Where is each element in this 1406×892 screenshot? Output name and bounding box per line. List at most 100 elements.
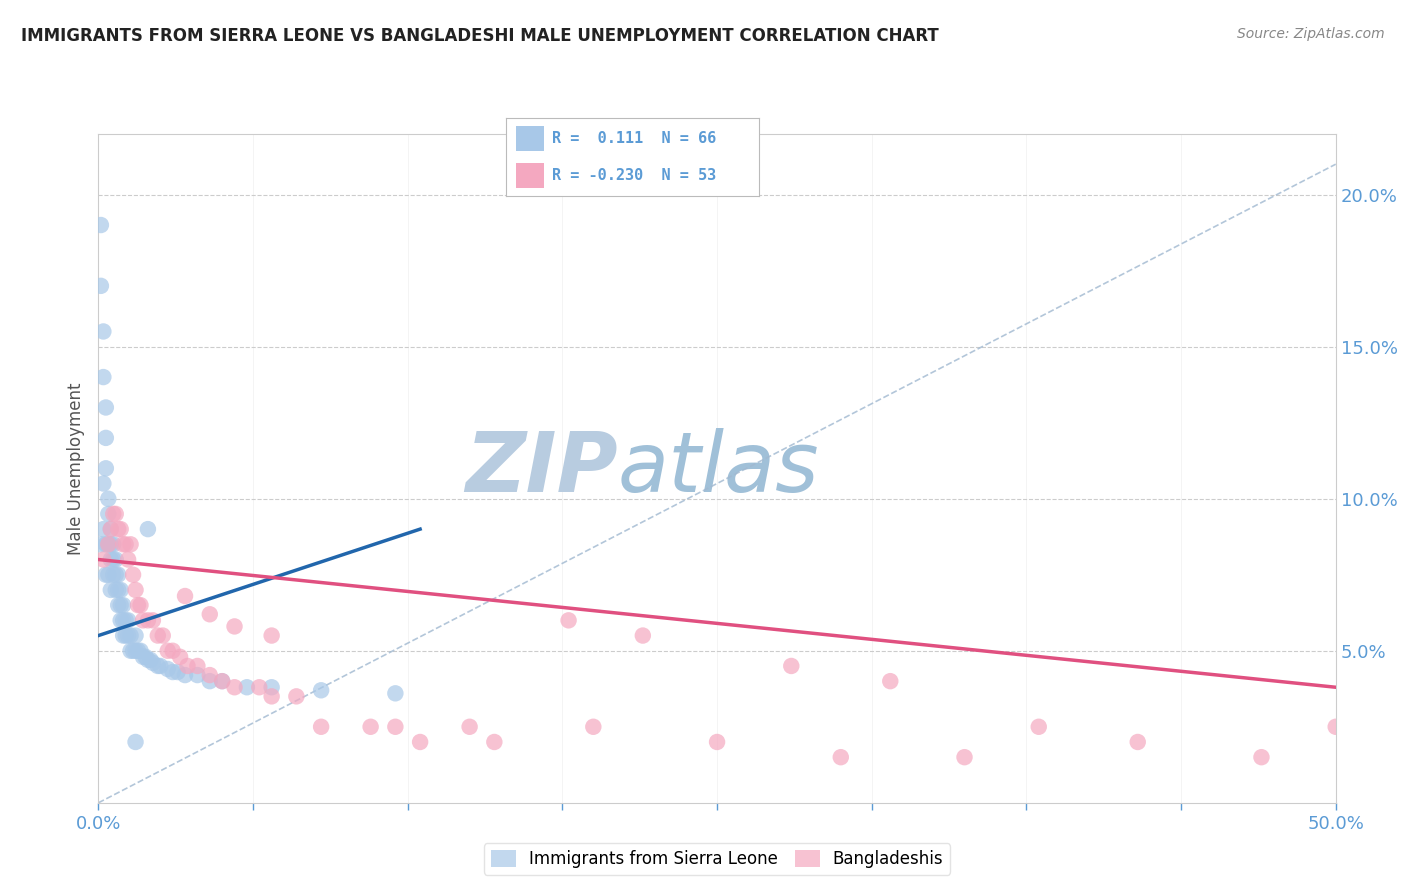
Point	[127, 644, 149, 658]
Text: R =  0.111  N = 66: R = 0.111 N = 66	[551, 130, 716, 145]
Point	[139, 653, 162, 667]
Y-axis label: Male Unemployment: Male Unemployment	[66, 382, 84, 555]
Point	[186, 659, 208, 673]
Point	[103, 507, 125, 521]
Point	[156, 662, 179, 676]
Point	[124, 735, 146, 749]
Point	[114, 613, 136, 627]
Point	[112, 628, 135, 642]
Point	[360, 720, 382, 734]
Point	[94, 401, 117, 415]
Legend: Immigrants from Sierra Leone, Bangladeshis: Immigrants from Sierra Leone, Bangladesh…	[484, 843, 950, 875]
Point	[124, 644, 146, 658]
Point	[169, 649, 191, 664]
Point	[224, 680, 246, 694]
Point	[152, 628, 174, 642]
Text: ZIP: ZIP	[465, 428, 619, 508]
Point	[136, 613, 159, 627]
Point	[110, 598, 132, 612]
Point	[122, 567, 145, 582]
Point	[142, 613, 165, 627]
Point	[90, 278, 112, 293]
Point	[953, 750, 976, 764]
Point	[166, 665, 188, 679]
Text: IMMIGRANTS FROM SIERRA LEONE VS BANGLADESHI MALE UNEMPLOYMENT CORRELATION CHART: IMMIGRANTS FROM SIERRA LEONE VS BANGLADE…	[21, 27, 939, 45]
Point	[93, 552, 115, 566]
Point	[247, 680, 270, 694]
Text: R = -0.230  N = 53: R = -0.230 N = 53	[551, 169, 716, 184]
Point	[112, 613, 135, 627]
Point	[112, 598, 135, 612]
Point	[107, 567, 129, 582]
Point	[557, 613, 579, 627]
FancyBboxPatch shape	[516, 163, 544, 188]
Point	[104, 507, 127, 521]
Point	[120, 537, 142, 551]
Point	[134, 649, 156, 664]
Point	[103, 537, 125, 551]
Point	[706, 735, 728, 749]
Point	[142, 656, 165, 670]
Point	[186, 668, 208, 682]
Point	[830, 750, 852, 764]
Point	[117, 628, 139, 642]
Point	[120, 644, 142, 658]
Text: Source: ZipAtlas.com: Source: ZipAtlas.com	[1237, 27, 1385, 41]
Point	[174, 589, 197, 603]
Point	[582, 720, 605, 734]
Point	[104, 567, 127, 582]
Point	[90, 218, 112, 232]
Point	[174, 668, 197, 682]
Point	[100, 537, 122, 551]
Point	[129, 644, 152, 658]
Point	[236, 680, 259, 694]
Point	[484, 735, 506, 749]
Point	[97, 507, 120, 521]
Point	[260, 680, 283, 694]
Point	[156, 644, 179, 658]
Point	[129, 598, 152, 612]
Point	[93, 370, 115, 384]
Point	[100, 522, 122, 536]
Point	[211, 674, 233, 689]
Point	[285, 690, 308, 704]
Text: atlas: atlas	[619, 428, 820, 508]
Point	[104, 552, 127, 566]
Point	[1324, 720, 1347, 734]
Point	[94, 537, 117, 551]
Point	[97, 537, 120, 551]
Point	[114, 628, 136, 642]
Point	[211, 674, 233, 689]
Point	[198, 607, 221, 622]
Point	[100, 552, 122, 566]
Point	[132, 649, 155, 664]
Point	[110, 613, 132, 627]
Point	[879, 674, 901, 689]
Point	[260, 628, 283, 642]
Point	[176, 659, 198, 673]
Point	[117, 552, 139, 566]
Point	[94, 567, 117, 582]
Point	[198, 674, 221, 689]
Point	[1250, 750, 1272, 764]
Point	[146, 628, 169, 642]
Point	[112, 537, 135, 551]
Point	[309, 720, 332, 734]
Point	[136, 522, 159, 536]
Point	[124, 628, 146, 642]
Point	[107, 522, 129, 536]
Point	[127, 598, 149, 612]
Point	[458, 720, 481, 734]
Point	[90, 537, 112, 551]
Point	[384, 720, 406, 734]
Point	[162, 644, 184, 658]
Point	[149, 659, 172, 673]
Point	[100, 582, 122, 597]
Point	[162, 665, 184, 679]
Point	[1028, 720, 1050, 734]
Point	[107, 598, 129, 612]
Point	[103, 567, 125, 582]
Point	[97, 491, 120, 506]
Point	[103, 552, 125, 566]
Point	[110, 522, 132, 536]
